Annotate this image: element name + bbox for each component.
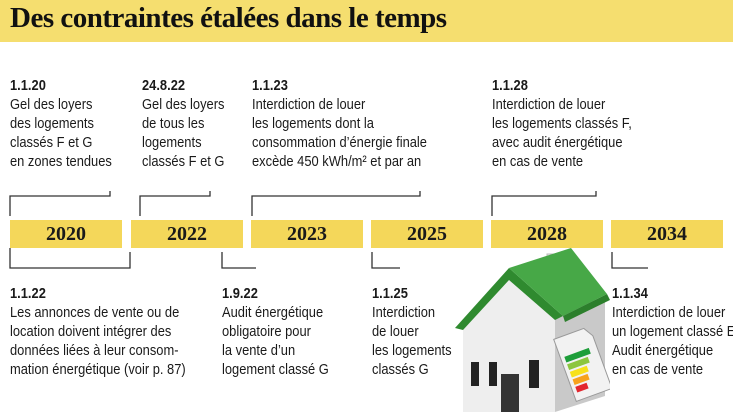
event-date: 1.1.34 <box>612 285 648 302</box>
event-2025-bottom: 1.1.25 Interdiction de louer les logemen… <box>372 284 452 379</box>
connector-2020-top <box>9 191 111 216</box>
connector-2028-top <box>491 191 597 216</box>
event-text: Interdiction de louer les logements clas… <box>492 96 632 170</box>
event-2022-top: 24.8.22 Gel des loyers de tous les logem… <box>142 76 224 171</box>
year-2028: 2028 <box>491 220 603 248</box>
event-date: 24.8.22 <box>142 77 186 94</box>
event-date: 1.1.20 <box>10 77 46 94</box>
house-with-energy-label-icon <box>455 248 610 412</box>
event-2022-bottom-b: 1.9.22 Audit énergétique obligatoire pou… <box>222 284 329 379</box>
year-2022: 2022 <box>131 220 243 248</box>
event-2034-bottom: 1.1.34 Interdiction de louer un logement… <box>612 284 733 379</box>
event-text: Interdiction de louer les logements clas… <box>372 304 452 378</box>
event-date: 1.9.22 <box>222 285 258 302</box>
event-text: Interdiction de louer un logement classé… <box>612 304 733 378</box>
event-text: Audit énergétique obligatoire pour la ve… <box>222 304 329 378</box>
connector-2022-bottom-a <box>9 248 131 269</box>
connector-2025-bottom <box>371 252 400 269</box>
event-2020-top: 1.1.20 Gel des loyers des logements clas… <box>10 76 112 171</box>
event-2022-bottom-a: 1.1.22 Les annonces de vente ou de locat… <box>10 284 186 379</box>
event-text: Les annonces de vente ou de location doi… <box>10 304 186 378</box>
event-date: 1.1.23 <box>252 77 288 94</box>
year-2023: 2023 <box>251 220 363 248</box>
event-date: 1.1.22 <box>10 285 46 302</box>
event-2023-top: 1.1.23 Interdiction de louer les logemen… <box>252 76 427 171</box>
year-2020: 2020 <box>10 220 122 248</box>
page-title: Des contraintes étalées dans le temps <box>10 2 447 34</box>
event-2028-top: 1.1.28 Interdiction de louer les logemen… <box>492 76 632 171</box>
title-bar <box>0 0 733 42</box>
year-2034: 2034 <box>611 220 723 248</box>
event-text: Interdiction de louer les logements dont… <box>252 96 427 170</box>
event-text: Gel des loyers de tous les logements cla… <box>142 96 225 170</box>
event-date: 1.1.28 <box>492 77 528 94</box>
connector-2023-top <box>251 191 421 216</box>
event-text: Gel des loyers des logements classés F e… <box>10 96 112 170</box>
connector-2022-top <box>139 191 211 216</box>
connector-2022-bottom-b <box>221 252 256 269</box>
event-date: 1.1.25 <box>372 285 408 302</box>
connector-2034-bottom <box>611 252 648 269</box>
year-2025: 2025 <box>371 220 483 248</box>
